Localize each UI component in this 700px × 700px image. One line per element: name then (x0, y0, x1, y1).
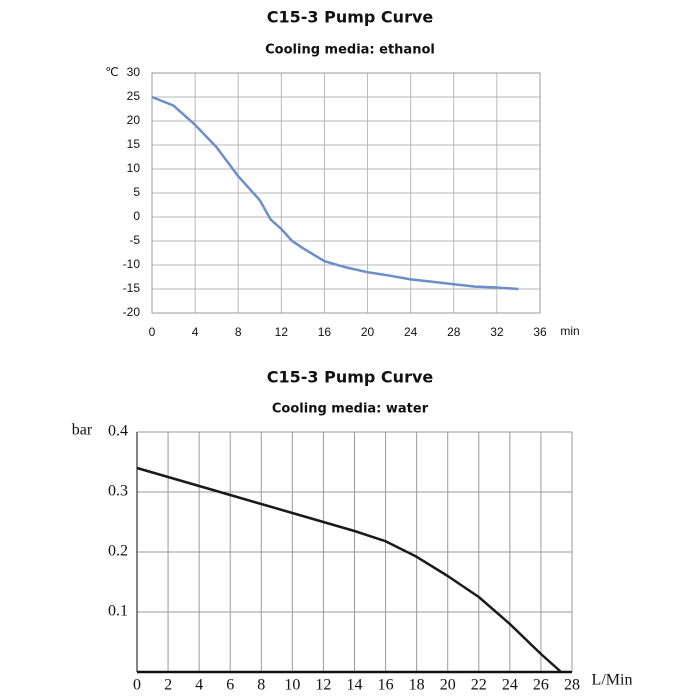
x-tick-label: 0 (149, 325, 156, 339)
x-tick-label: 12 (315, 677, 331, 694)
x-tick-label: 8 (235, 325, 242, 339)
x-tick-label: 12 (275, 325, 289, 339)
x-tick-label: 16 (318, 325, 332, 339)
y-tick-label: 25 (127, 89, 141, 103)
x-tick-label: 16 (378, 677, 394, 694)
y-tick-label: 0.4 (108, 423, 128, 440)
x-tick-label: 4 (192, 325, 199, 339)
x-tick-label: 14 (347, 677, 363, 694)
y-axis-label: ℃ (105, 65, 118, 79)
y-tick-label: 15 (127, 137, 141, 151)
y-tick-label: 5 (133, 185, 140, 199)
x-tick-label: 18 (409, 677, 425, 694)
x-tick-label: 26 (533, 677, 549, 694)
chart-subtitle: Cooling media: water (272, 402, 429, 417)
x-tick-label: 4 (195, 677, 203, 694)
x-tick-label: 20 (440, 677, 456, 694)
x-axis-label: L/Min (592, 672, 633, 689)
ethanol-chart: C15-3 Pump Curve Cooling media: ethanol -2… (105, 8, 579, 340)
chart-subtitle: Cooling media: ethanol (265, 43, 435, 58)
chart-title: C15-3 Pump Curve (267, 368, 434, 387)
y-tick-label: -5 (129, 233, 140, 247)
x-tick-label: 0 (133, 677, 141, 694)
y-tick-label: 0.2 (108, 543, 128, 560)
y-tick-label: 20 (127, 113, 141, 127)
water-chart: C15-3 Pump Curve Cooling media: water 0.1 0… (72, 368, 633, 694)
x-tick-label: 20 (361, 325, 375, 339)
y-tick-label: 30 (127, 65, 141, 79)
x-tick-label: 28 (447, 325, 461, 339)
y-axis-label: bar (72, 422, 93, 439)
y-tick-label: 0.1 (108, 603, 128, 620)
x-tick-label: 24 (404, 325, 418, 339)
y-tick-label: 10 (127, 161, 141, 175)
x-tick-label: 2 (164, 677, 172, 694)
y-tick-label: 0 (133, 209, 140, 223)
x-tick-label: 24 (502, 677, 518, 694)
x-tick-label: 8 (257, 677, 265, 694)
data-line (151, 95, 519, 291)
x-tick-label: 32 (490, 325, 504, 339)
y-tick-label: -10 (123, 257, 141, 271)
x-tick-label: 28 (564, 677, 580, 694)
y-tick-label: 0.3 (108, 483, 128, 500)
x-tick-label: 6 (226, 677, 234, 694)
x-tick-label: 10 (284, 677, 300, 694)
x-axis-label: min (560, 324, 579, 338)
x-tick-label: 22 (471, 677, 487, 694)
data-line (136, 466, 562, 673)
chart-title: C15-3 Pump Curve (267, 8, 434, 27)
y-tick-label: -20 (123, 305, 141, 319)
x-tick-label: 36 (533, 325, 547, 339)
y-tick-label: -15 (123, 281, 141, 295)
